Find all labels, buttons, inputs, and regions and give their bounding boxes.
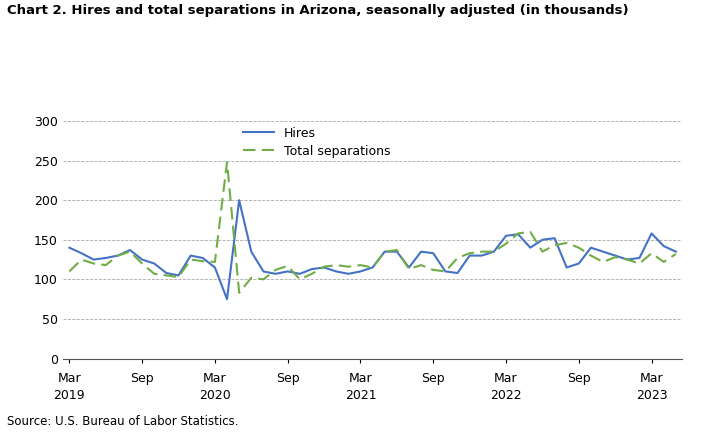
Text: Sep: Sep [276, 372, 299, 385]
Text: Mar: Mar [349, 372, 373, 385]
Text: Mar: Mar [58, 372, 81, 385]
Total separations [526, 229, 534, 235]
Total separations [223, 159, 231, 165]
Hires [223, 296, 231, 302]
Total separations [671, 251, 680, 257]
Text: 2023: 2023 [636, 389, 667, 402]
Text: Chart 2. Hires and total separations in Arizona, seasonally adjusted (in thousan: Chart 2. Hires and total separations in … [7, 4, 628, 17]
Line: Total separations: Total separations [70, 162, 676, 293]
Legend: Hires, Total separations: Hires, Total separations [243, 127, 390, 158]
Hires [659, 244, 668, 249]
Total separations [198, 258, 207, 264]
Text: Mar: Mar [203, 372, 226, 385]
Hires [283, 269, 292, 274]
Total separations [283, 264, 292, 269]
Text: Mar: Mar [494, 372, 518, 385]
Text: Source: U.S. Bureau of Labor Statistics.: Source: U.S. Bureau of Labor Statistics. [7, 415, 238, 428]
Hires [526, 245, 534, 250]
Hires [271, 271, 280, 276]
Hires [490, 249, 498, 254]
Hires [65, 245, 74, 250]
Line: Hires: Hires [70, 200, 676, 299]
Hires [671, 249, 680, 254]
Total separations [659, 259, 668, 264]
Total separations [271, 267, 280, 273]
Text: 2020: 2020 [199, 389, 231, 402]
Text: Sep: Sep [421, 372, 445, 385]
Text: Sep: Sep [130, 372, 154, 385]
Text: 2019: 2019 [53, 389, 85, 402]
Total separations [235, 290, 243, 295]
Total separations [65, 269, 74, 274]
Text: 2021: 2021 [344, 389, 376, 402]
Text: Sep: Sep [567, 372, 591, 385]
Hires [198, 255, 207, 260]
Text: Mar: Mar [640, 372, 664, 385]
Hires [235, 197, 243, 203]
Total separations [490, 249, 498, 254]
Text: 2022: 2022 [490, 389, 522, 402]
